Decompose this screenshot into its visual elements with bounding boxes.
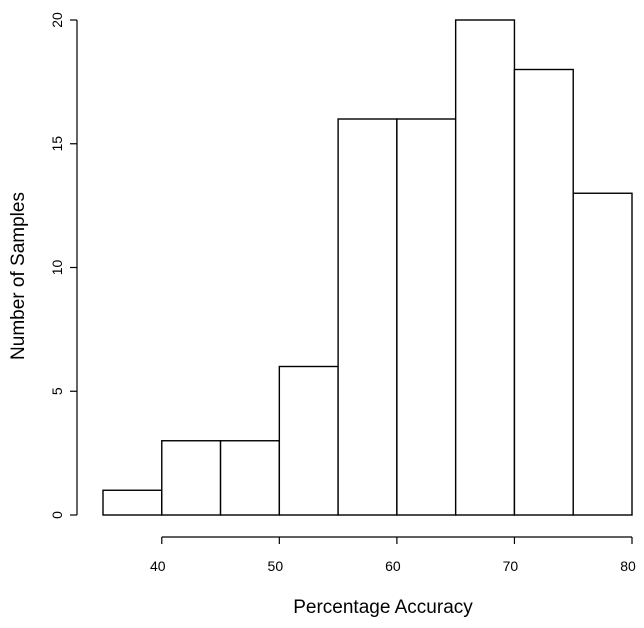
y-tick-label: 10 (49, 260, 65, 276)
histogram-bar (219, 440, 281, 516)
y-axis-ticks: 0 5 10 15 20 (49, 12, 77, 519)
histogram-bar (513, 68, 574, 516)
histogram-bar (454, 19, 516, 516)
histogram-bar (278, 365, 339, 516)
x-tick-label: 60 (385, 558, 401, 574)
y-tick-label: 15 (49, 136, 65, 152)
x-tick-label: 50 (268, 558, 284, 574)
bars-group (102, 19, 633, 516)
histogram-bar (102, 489, 163, 516)
y-tick-label: 5 (49, 387, 65, 395)
x-axis-title: Percentage Accuracy (293, 597, 473, 618)
y-tick-label: 0 (49, 511, 65, 519)
x-axis-ticks: 40 50 60 70 80 (150, 537, 636, 574)
histogram-bar (572, 192, 633, 516)
y-axis-title: Number of Samples (8, 192, 29, 360)
histogram-bar (337, 118, 398, 516)
y-tick-label: 20 (49, 12, 65, 28)
histogram-bar (161, 440, 222, 516)
x-tick-label: 40 (150, 558, 166, 574)
x-tick-label: 80 (620, 558, 636, 574)
histogram-bar (396, 118, 457, 516)
x-tick-label: 70 (503, 558, 519, 574)
